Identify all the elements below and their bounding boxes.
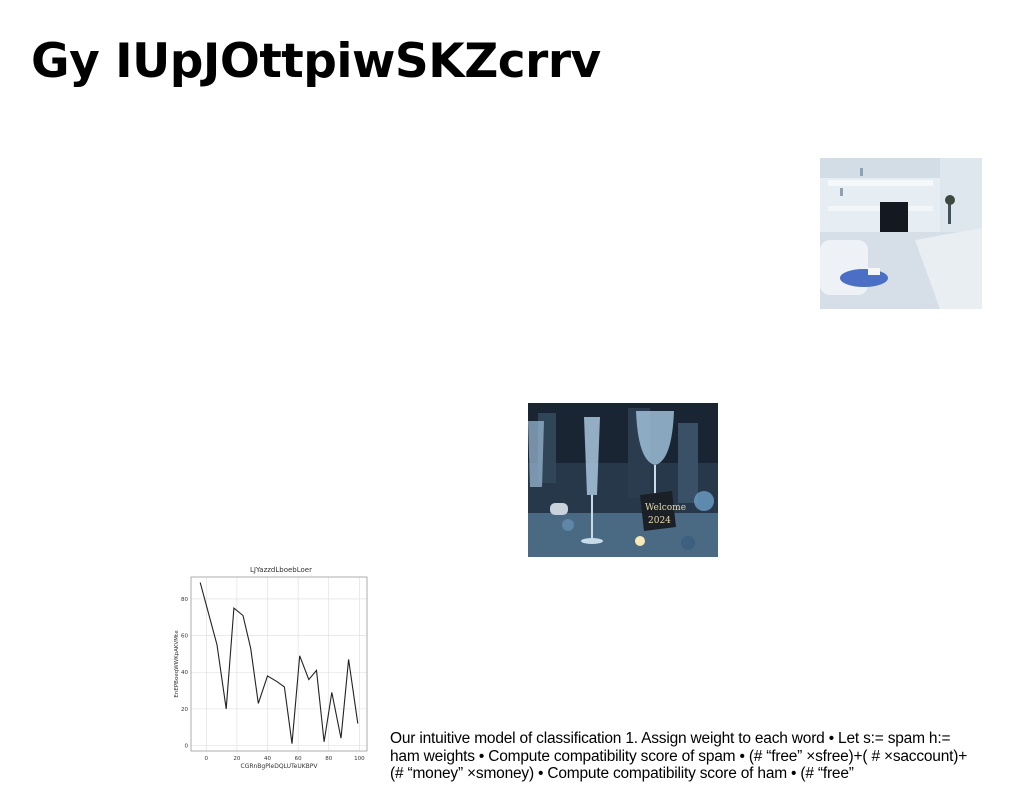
slide-body-text: Our intuitive model of classification 1.… bbox=[390, 730, 968, 782]
y-tick-label: 80 bbox=[181, 597, 188, 603]
living-room-photo bbox=[820, 158, 982, 309]
series-line bbox=[199, 582, 359, 744]
x-tick-label: 60 bbox=[295, 756, 302, 762]
slide-title: Gy IUpJOttpiwSKZcrrv bbox=[31, 34, 601, 89]
y-tick-label: 20 bbox=[181, 707, 188, 713]
year-sign-text: 2024 bbox=[648, 516, 671, 526]
x-axis-label: CGRnBgPleDQLUTeUKBPV bbox=[241, 763, 319, 770]
x-tick-label: 40 bbox=[264, 756, 271, 762]
x-tick-label: 0 bbox=[205, 756, 209, 762]
champagne-glasses-photo: Welcome 2024 bbox=[528, 403, 718, 557]
y-tick-label: 40 bbox=[181, 670, 188, 676]
y-axis-label: EnEPBoeqWWKpAKVMte bbox=[174, 630, 180, 698]
y-tick-label: 60 bbox=[181, 634, 188, 640]
x-tick-label: 80 bbox=[325, 756, 332, 762]
y-tick-label: 0 bbox=[185, 744, 189, 750]
x-tick-label: 100 bbox=[354, 756, 365, 762]
x-tick-label: 20 bbox=[233, 756, 240, 762]
plot-frame bbox=[190, 576, 368, 752]
chart-title: LJYazzdLboebLoer bbox=[250, 566, 312, 574]
welcome-sign-text: Welcome bbox=[645, 503, 686, 513]
line-chart: LJYazzdLboebLoer 0 20 40 60 80 100 0 20 40 60 80 C… bbox=[174, 566, 368, 770]
